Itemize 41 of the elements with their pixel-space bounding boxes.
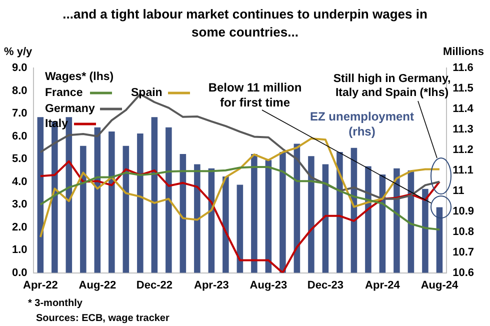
y2-tick-label: 10.6 bbox=[452, 266, 474, 279]
y-tick-label: 2.0 bbox=[12, 221, 28, 234]
x-tick-label: Apr-22 bbox=[22, 279, 58, 292]
chart-title: ...and a tight labour market continues to underpin wages in some countries... bbox=[62, 6, 428, 40]
y2-tick-label: 11.2 bbox=[452, 144, 474, 156]
y-tick-label: 8.0 bbox=[12, 84, 28, 97]
x-tick-label: Aug-24 bbox=[420, 279, 459, 292]
y-tick-label: 5.0 bbox=[12, 153, 28, 166]
y-tick-label: 7.0 bbox=[12, 108, 28, 120]
y2-tick-label: 11.3 bbox=[452, 123, 474, 136]
y2-tick-label: 11.1 bbox=[452, 164, 474, 176]
y-tick-label: 1.0 bbox=[12, 244, 28, 256]
series-label: EZ unemployment (rhs) bbox=[310, 109, 414, 138]
y2-tick-label: 11.6 bbox=[452, 62, 474, 74]
y2-tick-label: 11.4 bbox=[452, 102, 474, 115]
y2-tick-label: 11.5 bbox=[452, 82, 474, 95]
legend-title: Wages* (lhs) bbox=[45, 71, 114, 84]
legend-label: Spain bbox=[131, 87, 162, 100]
x-tick-label: Apr-23 bbox=[194, 279, 229, 292]
x-tick-label: Dec-22 bbox=[136, 279, 172, 292]
y-tick-label: 9.0 bbox=[12, 62, 28, 74]
y-tick-label: 6.0 bbox=[12, 130, 28, 142]
x-tick-label: Dec-23 bbox=[307, 279, 344, 292]
y-axis-title: % y/y bbox=[4, 46, 34, 58]
y-tick-label: 3.0 bbox=[12, 198, 28, 211]
x-tick-label: Apr-24 bbox=[365, 279, 401, 292]
legend-label: France bbox=[45, 87, 83, 100]
annotation: Below 11 million for first time bbox=[208, 80, 302, 110]
y2-tick-label: 10.7 bbox=[452, 246, 474, 258]
source-note: Sources: ECB, wage tracker bbox=[36, 312, 170, 324]
y2-tick-label: 11 bbox=[452, 184, 464, 197]
y-tick-label: 4.0 bbox=[12, 176, 28, 188]
y2-tick-label: 10.9 bbox=[452, 205, 474, 218]
y2-axis-title: Millions bbox=[443, 46, 484, 58]
legend-label: Germany bbox=[45, 103, 96, 116]
y-tick-label: 0.0 bbox=[12, 266, 28, 279]
y2-tick-label: 10.8 bbox=[452, 226, 474, 238]
annotation: Still high in Germany, Italy and Spain (*lhs) bbox=[333, 73, 451, 100]
x-tick-label: Aug-22 bbox=[78, 279, 116, 292]
text: * 3-monthly bbox=[28, 298, 83, 309]
x-tick-label: Aug-23 bbox=[250, 279, 288, 292]
